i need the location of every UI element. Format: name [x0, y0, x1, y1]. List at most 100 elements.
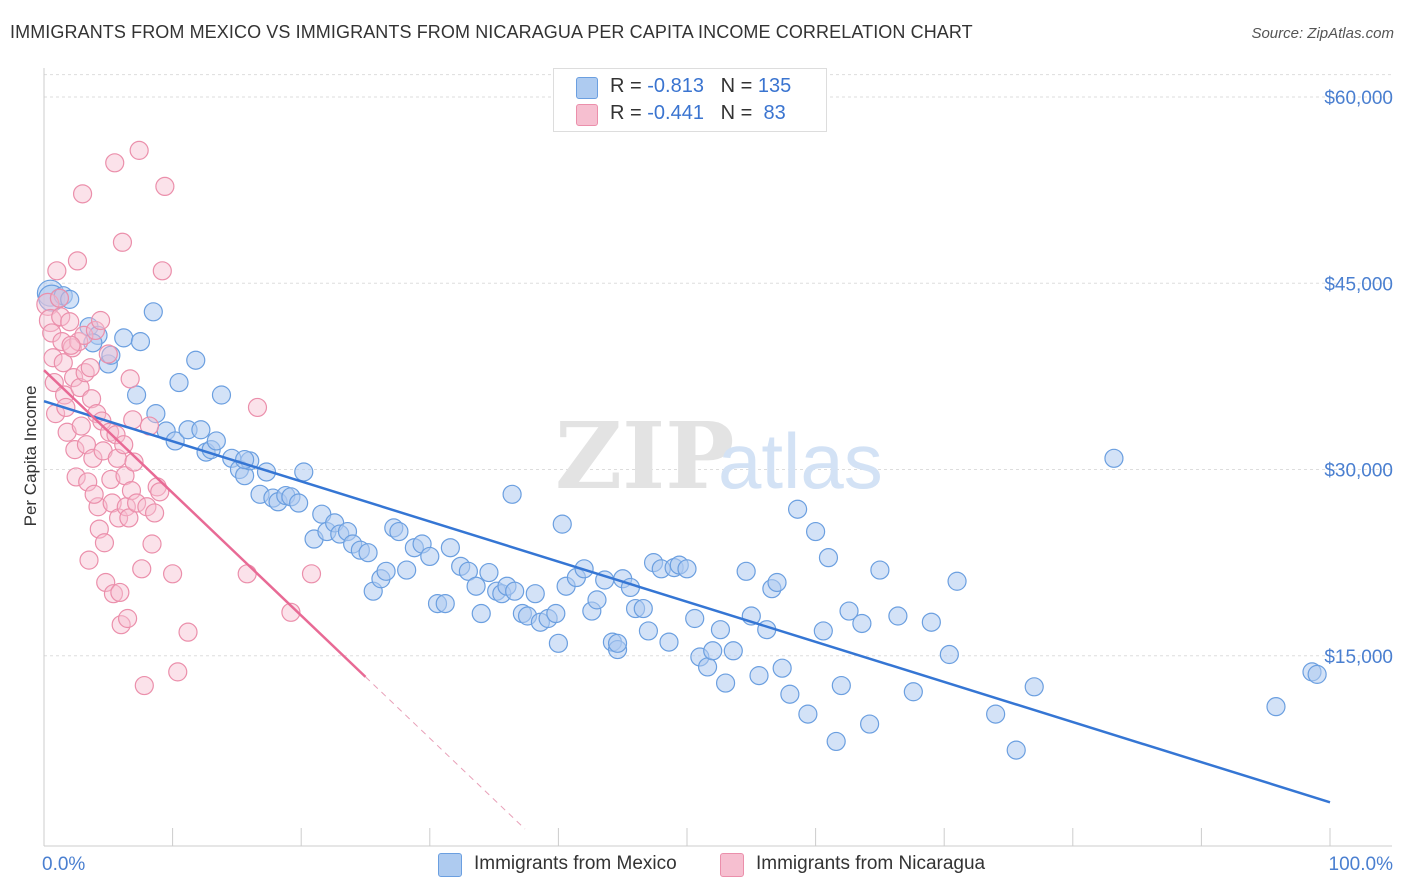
nicaragua-point — [66, 467, 86, 487]
nicaragua-n-value: 83 — [757, 102, 786, 124]
mexico-point — [659, 632, 679, 652]
mexico-point — [715, 673, 736, 693]
nicaragua-point — [57, 422, 77, 442]
mexico-point — [826, 731, 846, 752]
nicaragua-point — [98, 344, 118, 364]
mexico-point — [466, 576, 486, 596]
mexico-point — [677, 559, 697, 579]
mexico-point — [191, 420, 211, 440]
mexico-point — [839, 601, 859, 621]
mexico-point — [294, 462, 314, 482]
nicaragua-point — [101, 469, 121, 490]
nicaragua-point — [247, 397, 268, 418]
mexico-point — [787, 499, 808, 519]
nicaragua-swatch — [576, 104, 598, 126]
mexico-legend-label: Immigrants from Mexico — [474, 853, 677, 874]
nicaragua-point — [105, 153, 125, 173]
mexico-point — [358, 543, 378, 563]
mexico-point — [376, 561, 396, 581]
nicaragua-point — [47, 261, 67, 281]
nicaragua-point — [96, 572, 116, 593]
mexico-point — [114, 328, 134, 348]
nicaragua-points — [36, 140, 322, 696]
mexico-point — [852, 613, 872, 634]
nicaragua-legend-label: Immigrants from Nicaragua — [756, 853, 986, 874]
nicaragua-point — [81, 389, 102, 409]
mexico-point — [289, 493, 309, 513]
nicaragua-point — [83, 448, 103, 468]
nicaragua-point — [117, 608, 138, 629]
nicaragua-point — [51, 307, 71, 327]
nicaragua-point — [137, 497, 157, 517]
mexico-point — [479, 562, 499, 583]
nicaragua-point — [103, 584, 124, 604]
nicaragua-point — [63, 368, 84, 388]
mexico-point — [939, 644, 959, 665]
nicaragua-point — [70, 377, 90, 398]
nicaragua-point — [152, 261, 172, 281]
mexico-point — [903, 682, 923, 702]
mexico-point — [638, 621, 659, 641]
nicaragua-point — [301, 564, 322, 584]
nicaragua-point — [112, 232, 133, 252]
nicaragua-point — [121, 481, 142, 501]
mexico-point — [458, 561, 478, 581]
series-legend: Immigrants from Mexico Immigrants from N… — [0, 852, 1406, 878]
source-label: Source: ZipAtlas.com — [1251, 25, 1394, 42]
mexico-point — [552, 514, 572, 534]
nicaragua-point — [72, 184, 93, 204]
nicaragua-point — [90, 310, 111, 331]
mexico-r-label: R = — [610, 75, 648, 97]
mexico-point — [525, 584, 545, 604]
mexico-point — [1024, 677, 1044, 697]
watermark: ZIP atlas — [555, 402, 883, 510]
mexico-point — [805, 521, 826, 542]
nicaragua-r-label: R = — [610, 102, 648, 124]
mexico-point — [146, 404, 166, 424]
mexico-point — [60, 289, 80, 309]
mexico-point — [1266, 697, 1286, 717]
nicaragua-point — [155, 176, 175, 196]
axes — [43, 68, 1392, 847]
mexico-point — [736, 561, 756, 581]
nicaragua-point — [120, 369, 140, 389]
nicaragua-point — [78, 472, 98, 492]
mexico-point — [772, 658, 792, 678]
nicaragua-point — [80, 358, 100, 378]
nicaragua-point — [142, 534, 162, 554]
nicaragua-point — [44, 372, 64, 393]
trend-lines — [43, 369, 1331, 830]
mexico-trend-line — [43, 400, 1331, 804]
mexico-point — [685, 608, 705, 629]
nicaragua-point — [79, 550, 99, 570]
nicaragua-point — [84, 484, 104, 504]
mexico-point — [169, 372, 189, 393]
x-tick-label: 100.0% — [1329, 854, 1394, 875]
nicaragua-point — [60, 312, 80, 332]
nicaragua-point — [134, 675, 154, 696]
mexico-point — [256, 462, 277, 482]
mexico-point — [546, 603, 566, 624]
nicaragua-point — [237, 564, 257, 584]
mexico-point — [126, 385, 147, 405]
mexico-point — [587, 590, 607, 610]
mexico-point — [947, 571, 967, 591]
mexico-point — [420, 546, 440, 567]
mexico-point — [831, 675, 851, 696]
mexico-point — [767, 572, 787, 593]
y-tick-label: $15,000 — [1324, 647, 1393, 668]
mexico-point — [813, 621, 833, 641]
nicaragua-point — [53, 353, 73, 373]
mexico-point — [798, 704, 818, 724]
nicaragua-point — [65, 440, 85, 460]
nicaragua-point — [132, 559, 152, 579]
nicaragua-point — [119, 508, 139, 528]
nicaragua-legend-swatch — [720, 853, 744, 877]
y-tick-label: $45,000 — [1324, 274, 1393, 295]
nicaragua-point — [67, 251, 88, 271]
mexico-point — [397, 560, 417, 580]
mexico-points — [36, 279, 1327, 760]
mexico-point — [389, 521, 409, 542]
mexico-point — [143, 302, 163, 322]
